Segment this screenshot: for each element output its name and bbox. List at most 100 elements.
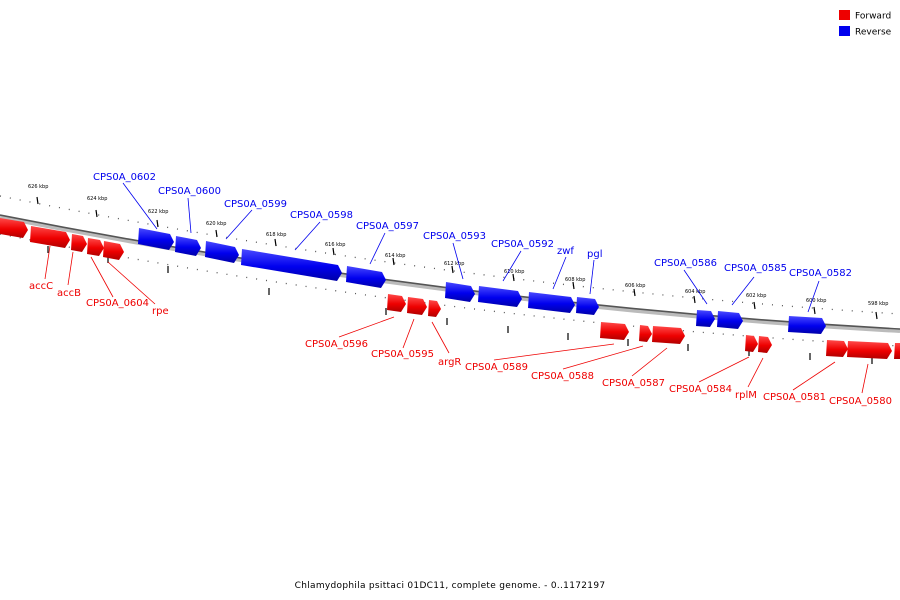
tick-label: 620 kbp [206,221,226,227]
gene-label-CPS0A_0596[interactable]: CPS0A_0596 [305,339,368,350]
gene-arrow-CPS0A_0582[interactable] [788,316,826,334]
gene-arrow-argR[interactable] [428,300,441,317]
leader-line [698,356,750,383]
gene-arrow-CPS0A_0599[interactable] [205,241,239,263]
gene-arrow-CPS0A_0604[interactable] [71,234,87,252]
reverse-gene-labels: CPS0A_0602 CPS0A_0600 CPS0A_0599 CPS0A_0… [93,172,852,313]
leader-line [807,280,820,313]
gene-arrow-accC[interactable] [0,218,28,238]
gene-label-CPS0A_0587[interactable]: CPS0A_0587 [602,378,665,389]
gene-label-zwf[interactable]: zwf [557,246,574,257]
gene-label-CPS0A_0592[interactable]: CPS0A_0592 [491,239,554,250]
tick-label: 604 kbp [685,289,705,295]
tick-mark [813,306,816,315]
figure-caption: Chlamydophila psittaci 01DC11, complete … [295,581,606,591]
gene-label-CPS0A_0598[interactable]: CPS0A_0598 [290,210,353,221]
gene-arrow-CPS0A_0593[interactable] [445,282,475,302]
gene-label-accC[interactable]: accC [29,281,53,292]
legend-reverse-swatch [839,26,850,36]
leader-line [683,269,708,305]
gene-label-CPS0A_0595[interactable]: CPS0A_0595 [371,349,434,360]
gene-label-CPS0A_0597[interactable]: CPS0A_0597 [356,221,419,232]
tick-label: 602 kbp [746,293,766,299]
tick-mark [693,295,696,304]
tick-mark [512,273,515,282]
tick-label: 614 kbp [385,253,405,259]
leader-line [225,209,253,240]
leader-line [562,345,644,370]
leader-line [861,363,869,394]
gene-label-pgl[interactable]: pgl [587,249,602,260]
gene-label-argR[interactable]: argR [438,357,461,368]
gene-arrow-CPS0A_0602[interactable] [138,228,174,250]
reverse-strand-track [138,228,826,334]
gene-label-CPS0A_0582[interactable]: CPS0A_0582 [789,268,852,279]
gene-arrow-CPS0A_0585[interactable] [717,311,743,329]
gene-arrow-CPS0A_0589[interactable] [600,322,629,340]
tick-mark [36,196,39,205]
tick-mark [392,257,395,266]
gene-label-CPS0A_0604[interactable]: CPS0A_0604 [86,298,149,309]
gene-arrow-CPS0A_0596[interactable] [387,294,406,312]
gene-arrow-CPS0A_0586[interactable] [696,310,715,327]
leader-line [294,221,321,251]
gene-label-CPS0A_0585[interactable]: CPS0A_0585 [724,263,787,274]
leader-line [502,250,522,282]
gene-label-CPS0A_0584[interactable]: CPS0A_0584 [669,384,732,395]
leader-line [747,357,764,388]
gene-label-CPS0A_0593[interactable]: CPS0A_0593 [423,231,486,242]
gene-label-CPS0A_0602[interactable]: CPS0A_0602 [93,172,156,183]
gene-label-CPS0A_0599[interactable]: CPS0A_0599 [224,199,287,210]
leader-line [792,361,836,391]
tick-mark [875,311,878,320]
legend-reverse-label: Reverse [855,28,892,38]
gene-arrow-CPS0A_0584[interactable] [745,335,758,352]
gene-arrow-CPS0A_0598[interactable] [241,249,342,281]
tick-label: 618 kbp [266,232,286,238]
gene-label-CPS0A_0581[interactable]: CPS0A_0581 [763,392,826,403]
leader-line [493,343,615,361]
gene-arrow-CPS0A_0581[interactable] [826,340,848,357]
tick-label: 624 kbp [87,196,107,202]
tick-label: 612 kbp [444,261,464,267]
gene-label-CPS0A_0600[interactable]: CPS0A_0600 [158,186,221,197]
tick-label: 622 kbp [148,209,168,215]
gene-arrow-accB[interactable] [30,226,70,248]
tick-mark [451,265,454,274]
tick-mark [156,219,159,228]
gene-arrow-CPS0A_0600[interactable] [175,236,201,256]
gene-arrow-edge[interactable] [894,343,900,359]
tick-label: 626 kbp [28,184,48,190]
gene-arrow-CPS0A_0588[interactable] [639,325,652,342]
gene-arrow-CPS0A_0597[interactable] [346,266,386,288]
gene-arrow-zwf[interactable] [528,292,575,313]
leader-line [731,276,755,306]
gene-arrow-rpe[interactable] [87,238,104,256]
tick-mark [95,209,98,218]
gene-label-CPS0A_0588[interactable]: CPS0A_0588 [531,371,594,382]
gene-arrow-extra[interactable] [103,241,124,260]
gene-arrow-rplM[interactable] [758,336,772,353]
gene-label-CPS0A_0586[interactable]: CPS0A_0586 [654,258,717,269]
gene-arrow-CPS0A_0580[interactable] [847,341,892,359]
tick-label: 610 kbp [504,269,524,275]
leader-line [631,347,668,377]
tick-mark [572,281,575,290]
gene-arrow-CPS0A_0592[interactable] [478,286,522,307]
gene-label-CPS0A_0580[interactable]: CPS0A_0580 [829,396,892,407]
tick-label: 600 kbp [806,298,826,304]
forward-strand-track [0,218,900,359]
leader-line [431,321,450,354]
tick-label: 606 kbp [625,283,645,289]
leader-line [122,182,158,230]
gene-label-rpe[interactable]: rpe [152,306,169,317]
gene-arrow-pgl[interactable] [576,297,599,315]
gene-label-accB[interactable]: accB [57,288,81,299]
gene-arrow-CPS0A_0595[interactable] [407,297,427,315]
leader-line [44,245,51,280]
gene-label-CPS0A_0589[interactable]: CPS0A_0589 [465,362,528,373]
gene-arrow-CPS0A_0587[interactable] [652,326,685,344]
legend: Forward Reverse [839,10,892,38]
gene-label-rplM[interactable]: rplM [735,390,757,401]
